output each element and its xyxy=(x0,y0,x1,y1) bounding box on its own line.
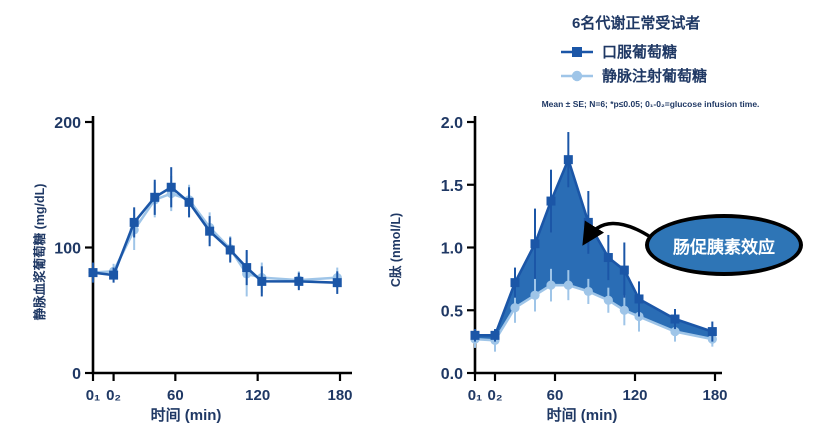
data-point xyxy=(510,278,520,288)
data-point xyxy=(257,276,267,286)
data-point xyxy=(707,327,717,337)
data-point xyxy=(546,196,556,206)
data-point xyxy=(563,280,573,290)
x-tick-label: 180 xyxy=(702,387,727,404)
data-point xyxy=(530,239,540,249)
x-tick-label: 0₁ xyxy=(468,387,483,404)
data-point xyxy=(603,253,613,263)
data-point xyxy=(205,226,215,236)
x-tick-label: 60 xyxy=(547,387,564,404)
data-point xyxy=(129,217,139,227)
legend: 6名代谢正常受试者 口服葡萄糖 静脉注射葡萄糖 xyxy=(556,12,707,89)
incretin-effect-callout: 肠促胰素效应 xyxy=(645,214,803,276)
data-point xyxy=(332,278,342,288)
y-axis-label: C肽 (nmol/L) xyxy=(388,213,403,287)
y-tick-label: 200 xyxy=(54,115,81,132)
data-point xyxy=(603,295,613,305)
data-point xyxy=(619,265,629,275)
y-axis-label: 静脉血浆葡萄糖 (mg/dL) xyxy=(32,184,47,321)
legend-item-label: 静脉注射葡萄糖 xyxy=(602,68,708,85)
circle-marker-icon xyxy=(561,70,593,81)
x-tick-label: 0₂ xyxy=(106,387,121,404)
series-square xyxy=(88,167,342,297)
data-point xyxy=(670,314,680,324)
data-point xyxy=(546,280,556,290)
y-tick-label: 100 xyxy=(54,241,81,258)
data-point xyxy=(109,270,119,280)
data-point xyxy=(510,303,520,313)
y-tick-label: 1.5 xyxy=(441,178,463,195)
incretin-effect-label: 肠促胰素效应 xyxy=(673,237,775,257)
data-point xyxy=(583,217,593,227)
data-point xyxy=(583,286,593,297)
data-point xyxy=(470,330,480,340)
x-tick-label: 0₁ xyxy=(86,387,101,404)
data-point xyxy=(225,245,235,255)
data-point xyxy=(242,263,252,273)
data-point xyxy=(530,290,540,300)
data-point xyxy=(184,197,194,207)
plasma-glucose-chart: 0 100 200 0₁ 0₂ 60 120 180 时间 (min) 静脉血浆葡萄糖 (mg/d… xyxy=(32,115,353,424)
y-tick-label: 0.0 xyxy=(441,366,463,383)
data-point xyxy=(294,276,304,286)
legend-item-label: 口服葡萄糖 xyxy=(602,44,678,61)
data-point xyxy=(634,294,644,304)
x-axis-label: 时间 (min) xyxy=(151,406,222,424)
data-point xyxy=(563,155,573,165)
x-tick-label: 120 xyxy=(245,387,270,404)
data-point xyxy=(490,330,500,340)
data-point xyxy=(166,182,176,192)
legend-item-oral: 口服葡萄糖 xyxy=(560,41,707,62)
legend-title: 6名代谢正常受试者 xyxy=(572,15,701,32)
x-tick-label: 0₂ xyxy=(487,387,502,404)
data-point xyxy=(150,192,160,202)
x-tick-label: 60 xyxy=(167,387,184,404)
data-point xyxy=(88,268,98,278)
y-tick-label: 2.0 xyxy=(441,115,463,132)
y-tick-label: 0 xyxy=(72,366,81,383)
x-axis-label: 时间 (min) xyxy=(547,406,618,424)
x-tick-label: 120 xyxy=(622,387,647,404)
stats-footnote: Mean ± SE; N=6; *p≤0.05; 0₁-0₂=glucose i… xyxy=(541,99,760,109)
y-tick-label: 1.0 xyxy=(441,241,463,258)
legend-item-iv: 静脉注射葡萄糖 xyxy=(560,65,707,86)
y-tick-label: 0.5 xyxy=(441,303,463,320)
square-marker-icon xyxy=(561,46,593,57)
x-tick-label: 180 xyxy=(327,387,352,404)
data-point xyxy=(670,326,680,337)
series-circle xyxy=(470,268,717,352)
data-point xyxy=(619,305,629,315)
